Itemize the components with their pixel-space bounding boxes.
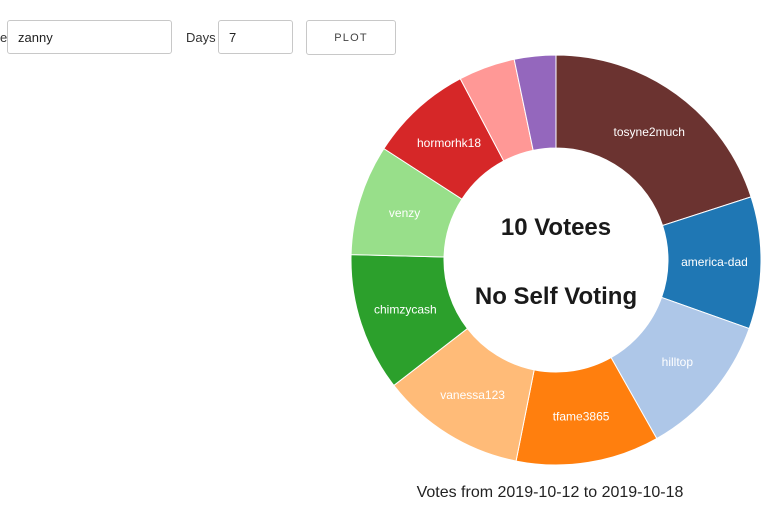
slice-label: hormorhk18 [417,136,481,150]
slice-label: vanessa123 [440,388,505,402]
slice-label: chimzycash [374,302,437,316]
user-label: e [0,30,8,45]
plot-button[interactable]: PLOT [306,20,396,55]
days-input[interactable] [218,20,293,54]
slice-label: tfame3865 [553,410,610,424]
slice-label: america-dad [681,255,748,269]
slice-label: tosyne2much [614,125,685,139]
slice-tosyne2much[interactable] [555,54,752,227]
slice-label: venzy [389,206,420,220]
self-voting-text: No Self Voting [475,283,637,310]
slice-unlabeled-9[interactable] [513,54,557,151]
slice-label: hilltop [662,355,694,369]
chart-caption: Votes from 2019-10-12 to 2019-10-18 [416,484,684,501]
days-label: Days [186,30,216,45]
votee-count-text: 10 Votees [501,214,611,241]
username-input[interactable] [7,20,172,54]
